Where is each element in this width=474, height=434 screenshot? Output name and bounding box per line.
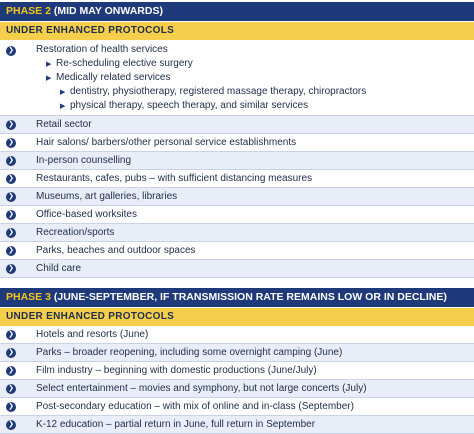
list-item: ❯ Select entertainment – movies and symp… [0,380,474,398]
chevron-right-icon: ❯ [6,46,16,56]
triangle-right-icon: ▶ [60,89,66,96]
chevron-right-icon: ❯ [6,420,16,430]
phase2-label: PHASE 2 [6,5,51,17]
health-sub-elective: Re-scheduling elective surgery [56,58,193,69]
list-item: ❯ Hair salons/ barbers/other personal se… [0,134,474,152]
chevron-right-icon: ❯ [6,210,16,220]
health-sub-dentistry: dentistry, physiotherapy, registered mas… [70,86,367,97]
list-item: ❯ Post-secondary education – with mix of… [0,398,474,416]
list-item: ❯ In-person counselling [0,152,474,170]
triangle-right-icon: ▶ [46,61,52,68]
chevron-right-icon: ❯ [6,174,16,184]
chevron-right-icon: ❯ [6,348,16,358]
list-item: ❯ Recreation/sports [0,224,474,242]
chevron-right-icon: ❯ [6,156,16,166]
chevron-right-icon: ❯ [6,366,16,376]
phase3-protocol: UNDER ENHANCED PROTOCOLS [0,308,474,326]
list-item: ❯ Restaurants, cafes, pubs – with suffic… [0,170,474,188]
triangle-right-icon: ▶ [46,75,52,82]
list-item: ❯ Parks, beaches and outdoor spaces [0,242,474,260]
chevron-right-icon: ❯ [6,228,16,238]
chevron-right-icon: ❯ [6,264,16,274]
chevron-right-icon: ❯ [6,120,16,130]
phase2-health-row: ❯ Restoration of health services ▶ Re-sc… [0,41,474,116]
phase2-header: PHASE 2 (MID MAY ONWARDS) [0,2,474,21]
list-item: ❯ Museums, art galleries, libraries [0,188,474,206]
phase2-period: (MID MAY ONWARDS) [53,5,163,17]
phase3-period: (JUNE-SEPTEMBER, IF TRANSMISSION RATE RE… [53,291,447,303]
list-item: ❯ Film industry – beginning with domesti… [0,362,474,380]
phase3-label: PHASE 3 [6,291,51,303]
phase2-protocol: UNDER ENHANCED PROTOCOLS [0,22,474,40]
chevron-right-icon: ❯ [6,384,16,394]
phase3-header: PHASE 3 (JUNE-SEPTEMBER, IF TRANSMISSION… [0,288,474,307]
health-sub-medical: Medically related services [56,72,171,83]
list-item: ❯ K-12 education – partial return in Jun… [0,416,474,434]
list-item: ❯ Parks – broader reopening, including s… [0,344,474,362]
list-item: ❯ Retail sector [0,116,474,134]
chevron-right-icon: ❯ [6,330,16,340]
list-item: ❯ Hotels and resorts (June) [0,326,474,344]
health-sub-physical: physical therapy, speech therapy, and si… [70,100,309,111]
health-title: Restoration of health services [36,44,168,55]
chevron-right-icon: ❯ [6,138,16,148]
triangle-right-icon: ▶ [60,103,66,110]
chevron-right-icon: ❯ [6,246,16,256]
list-item: ❯ Child care [0,260,474,278]
list-item: ❯ Office-based worksites [0,206,474,224]
chevron-right-icon: ❯ [6,192,16,202]
chevron-right-icon: ❯ [6,402,16,412]
